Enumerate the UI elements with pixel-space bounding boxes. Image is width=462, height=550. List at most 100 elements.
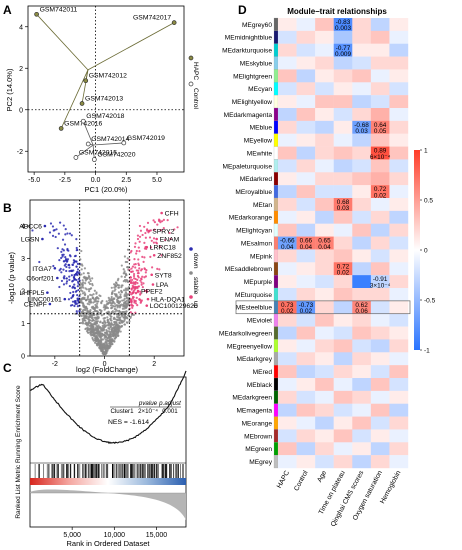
heatmap-title: Module–trait relationships [287,7,387,16]
volcano-point [141,233,144,237]
volcano-point [93,316,97,319]
heatmap-cell-r: -0.66 [280,238,295,245]
volcano-point [75,238,78,241]
heatmap-module-swatch [273,56,279,70]
volcano-point [100,314,103,317]
heatmap-cell [352,210,372,224]
colorbar-tick-label: -0.5 [424,297,436,304]
volcano-point [136,304,139,307]
heatmap-cell-p: 0.009 [335,51,351,58]
volcano-point [106,316,109,319]
volcano-point [93,341,97,344]
volcano-point [164,238,167,242]
volcano-point [106,320,109,324]
volcano-point [116,306,119,309]
heatmap-cell-r: 0.65 [318,238,331,245]
heatmap-cell [315,236,334,250]
heatmap-cell [333,339,353,353]
volcano-gene-label: HLA-DQA1 [151,297,185,304]
volcano-point [73,283,76,286]
heatmap-cell [315,352,334,366]
heatmap-row-label: MEdarkorange [229,215,273,222]
volcano-point [97,329,100,332]
volcano-point [140,299,143,302]
volcano-point [95,291,98,294]
volcano-point [89,279,92,283]
volcano-point [94,337,97,340]
heatmap-cell [352,429,372,443]
volcano-point [66,258,70,261]
volcano-point [118,328,121,331]
heatmap-cell-r: 0.66 [300,238,313,245]
heatmap-cell [352,108,372,122]
pca-xtick-label: 5.0 [152,177,162,184]
heatmap-cell [278,403,297,417]
volcano-point [69,291,72,295]
heatmap-cell [278,262,297,276]
heatmap-cell [278,185,297,199]
volcano-point [91,296,94,299]
volcano-point [143,225,146,228]
volcano-point [68,266,71,269]
heatmap-cell [296,159,316,173]
pca-ytick-label: -2 [17,149,23,156]
volcano-point [89,300,92,303]
heatmap-module-swatch [273,69,279,83]
heatmap-cell [370,300,390,314]
volcano-plot: -2 0 2 0 1 2 3 4 CFH ABCC6 SPRY2 LGSN ENAMLRRC18ZNF… [7,199,199,374]
heatmap-cell [296,133,316,147]
volcano-point [59,267,62,270]
volcano-ylabel: -log10 (p value) [7,251,16,304]
heatmap-module-swatch [273,197,279,211]
volcano-point [113,289,116,292]
heatmap-cell [352,185,372,199]
heatmap-cell [370,146,390,160]
volcano-point [91,336,94,340]
volcano-point [126,280,130,284]
pca-centroid-link [93,142,124,146]
volcano-point [58,221,62,224]
volcano-point [110,328,113,331]
volcano-point [116,304,119,307]
volcano-gene-label: ABCC6 [19,224,42,231]
volcano-point [98,308,101,312]
heatmap-cell [333,378,353,392]
heatmap-cell-r: -0.77 [336,45,351,52]
heatmap-cell [333,198,353,212]
volcano-point [91,316,94,319]
heatmap-cell [352,339,372,353]
volcano-point [110,311,113,314]
heatmap-cell-p: 0.03 [355,128,368,135]
heatmap-cell [315,69,334,83]
heatmap-cell [370,365,390,379]
heatmap-cell [370,390,390,404]
heatmap-module-swatch [273,236,279,250]
heatmap-cell [315,365,334,379]
volcano-point [75,249,78,252]
volcano-point [71,279,75,282]
heatmap-cell [278,30,297,44]
volcano-point [71,300,75,303]
heatmap-cell-p: 3×10⁻⁴ [370,282,391,289]
heatmap-cell [278,18,297,32]
heatmap-cell [389,429,409,443]
heatmap-cell [370,185,390,199]
heatmap-cell [333,210,353,224]
volcano-point [76,280,80,284]
gsea-table-cell: 2×10⁻⁴ [138,408,158,415]
heatmap-row-label: MEsaddlebrown [225,266,273,273]
heatmap-cell [352,365,372,379]
volcano-point [81,282,84,285]
heatmap-cell [370,275,390,289]
volcano-point [136,234,140,237]
volcano-point [96,320,99,323]
gsea-xtick-label: 15,000 [146,532,168,539]
heatmap-cell [278,442,297,456]
heatmap-cell [370,82,390,96]
heatmap-module-swatch [273,17,279,31]
heatmap-cell [278,288,297,302]
volcano-point [65,282,68,285]
volcano-point [124,291,127,294]
heatmap-module-swatch [273,172,279,186]
pca-point-label: GSM742012 [89,73,127,80]
